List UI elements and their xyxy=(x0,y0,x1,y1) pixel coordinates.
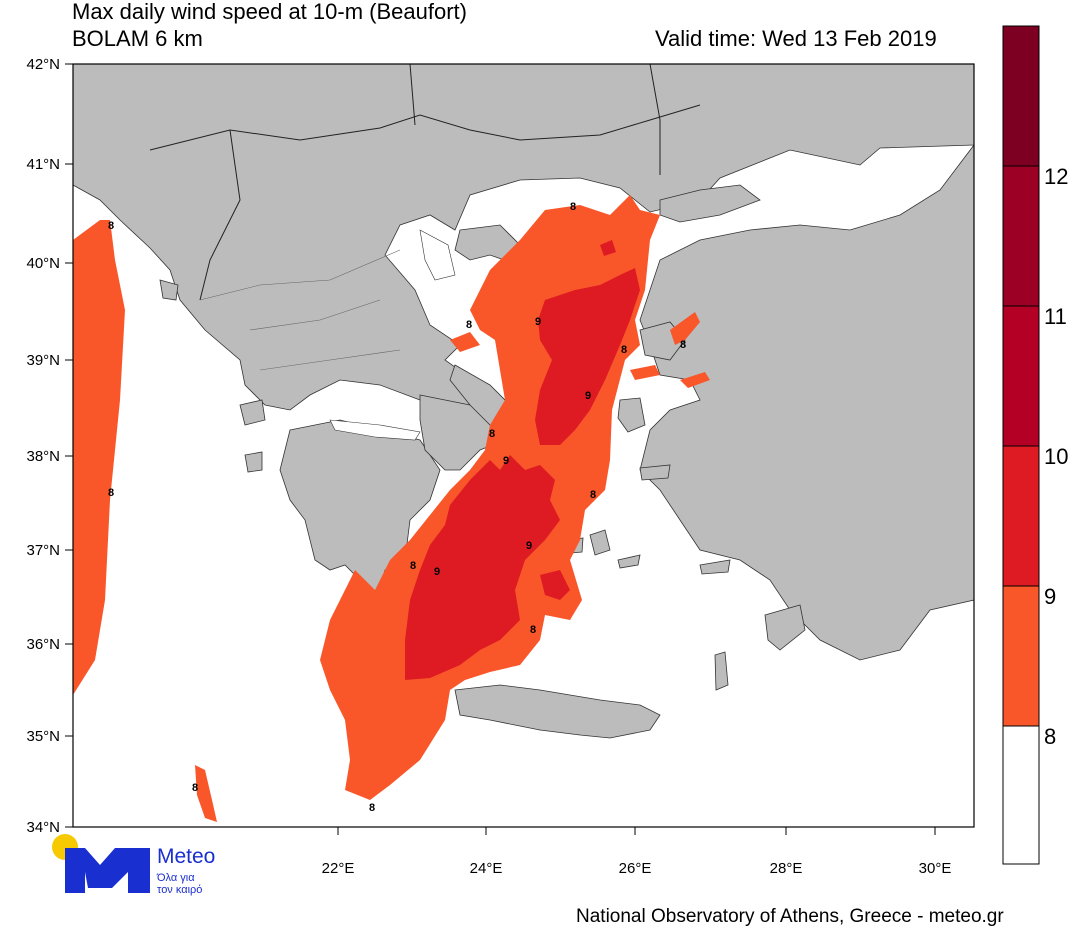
colorbar-label: 12 xyxy=(1044,164,1068,189)
contour-label: 8 xyxy=(590,489,596,501)
land-layer xyxy=(72,63,975,739)
contour-level-8-south xyxy=(195,765,217,822)
lat-label: 34°N xyxy=(26,819,60,836)
land-samos xyxy=(639,464,671,481)
lat-label: 35°N xyxy=(26,728,60,745)
logo-tagline-1: Όλα για xyxy=(157,872,195,884)
model-name: BOLAM 6 km xyxy=(72,26,203,51)
colorbar-label: 11 xyxy=(1044,304,1067,329)
contour-label: 8 xyxy=(369,802,375,814)
lon-label: 26°E xyxy=(619,860,652,877)
colorbar-segment-below-8 xyxy=(1003,726,1039,864)
lon-label: 28°E xyxy=(770,860,803,877)
footer-credit: National Observatory of Athens, Greece -… xyxy=(576,906,1004,927)
colorbar-segment-10-11 xyxy=(1003,306,1039,446)
lon-label: 22°E xyxy=(322,860,355,877)
land-crete xyxy=(454,684,661,739)
colorbar-label: 10 xyxy=(1044,444,1068,469)
land-turkey xyxy=(639,143,975,661)
contour-label: 9 xyxy=(585,390,591,402)
contour-label: 8 xyxy=(192,782,198,794)
map-frame xyxy=(72,63,975,828)
land-corfu xyxy=(159,279,179,301)
land-karpathos xyxy=(714,651,729,691)
wind-contours xyxy=(73,195,710,822)
map-title: Max daily wind speed at 10-m (Beaufort) xyxy=(72,0,467,24)
logo-name: Meteo xyxy=(157,845,216,868)
land-amorgos xyxy=(617,554,641,569)
contour-label-group: 8 8 8 8 8 8 8 8 8 8 8 8 9 9 9 9 9 xyxy=(108,201,686,814)
contour-level-9-north xyxy=(535,268,640,445)
land-naxos xyxy=(589,529,611,556)
axis-ticks xyxy=(65,63,936,835)
valid-time: Valid time: Wed 13 Feb 2019 xyxy=(655,26,937,51)
lat-label: 37°N xyxy=(26,542,60,559)
contour-label: 8 xyxy=(108,220,114,232)
contour-label: 8 xyxy=(410,560,416,572)
lon-label: 24°E xyxy=(470,860,503,877)
land-kos xyxy=(699,559,731,575)
lat-label: 42°N xyxy=(26,56,60,73)
contour-label: 9 xyxy=(503,455,509,467)
contour-label: 8 xyxy=(466,319,472,331)
contour-level-9-cyclades xyxy=(540,570,570,600)
lat-label: 41°N xyxy=(26,156,60,173)
colorbar-segment-8-9 xyxy=(1003,586,1039,726)
contour-level-8-cycl xyxy=(450,332,480,352)
land-thrace-south xyxy=(659,184,761,223)
contour-label: 8 xyxy=(621,344,627,356)
colorbar-segment-11-12 xyxy=(1003,166,1039,306)
land-kefalonia xyxy=(239,399,266,426)
longitude-labels: 22°E 24°E 26°E 28°E 30°E xyxy=(322,860,952,877)
colorbar-segment-9-10 xyxy=(1003,446,1039,586)
contour-label: 9 xyxy=(535,316,541,328)
country-borders xyxy=(149,63,701,371)
contour-label: 8 xyxy=(489,428,495,440)
contour-level-8-lesvos xyxy=(670,312,700,345)
m-logo-icon xyxy=(65,848,150,893)
contour-label: 8 xyxy=(108,487,114,499)
contour-label: 9 xyxy=(434,566,440,578)
lon-label: 30°E xyxy=(919,860,952,877)
contour-label: 8 xyxy=(530,624,536,636)
contour-level-8-ionia xyxy=(680,372,710,388)
contour-level-9-south xyxy=(405,455,560,680)
contour-label: 9 xyxy=(526,540,532,552)
land-zakynthos xyxy=(244,451,263,473)
lat-label: 36°N xyxy=(26,636,60,653)
lat-label: 40°N xyxy=(26,255,60,272)
contour-label: 8 xyxy=(570,201,576,213)
gulf-thermaic xyxy=(419,229,456,281)
colorbar-label: 9 xyxy=(1044,584,1056,609)
colorbar: 12 11 10 9 8 xyxy=(1002,25,1068,865)
contour-label: 8 xyxy=(680,339,686,351)
gulf-corinth xyxy=(329,419,421,441)
contour-level-9-n-aegean-spot xyxy=(600,240,616,256)
colorbar-segment-above-12 xyxy=(1003,26,1039,166)
colorbar-label: 8 xyxy=(1044,724,1056,749)
meteo-logo xyxy=(52,834,150,893)
contour-level-8-west xyxy=(73,220,125,695)
land-rhodes xyxy=(764,604,806,651)
contour-level-8-chios xyxy=(630,365,660,380)
lat-label: 38°N xyxy=(26,448,60,465)
land-chios xyxy=(617,397,646,433)
lat-label: 39°N xyxy=(26,352,60,369)
land-chalkidiki xyxy=(454,224,521,263)
logo-tagline-2: τον καιρό xyxy=(157,884,203,896)
latitude-labels: 42°N 41°N 40°N 39°N 38°N 37°N 36°N 35°N … xyxy=(26,56,60,836)
